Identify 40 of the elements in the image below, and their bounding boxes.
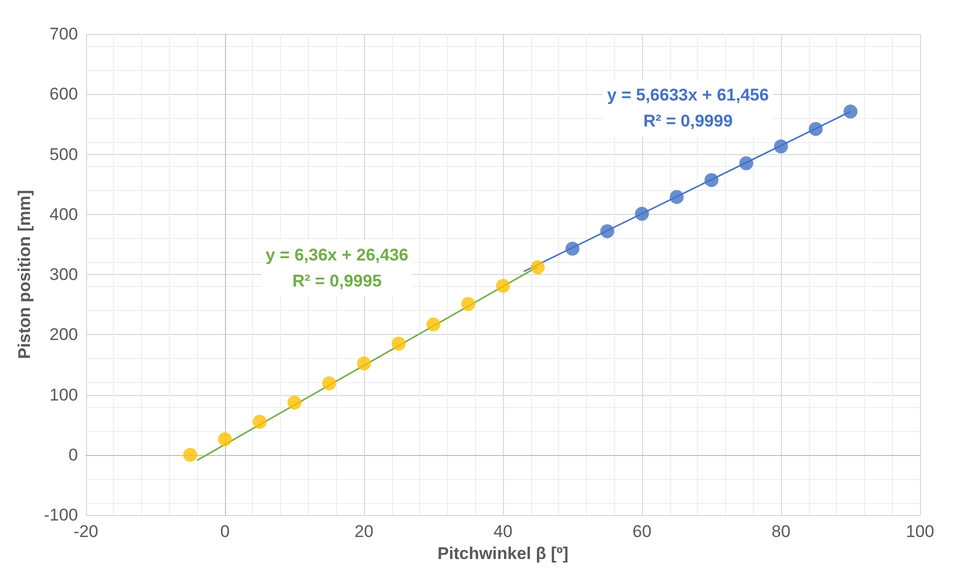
x-tick-label: 100 bbox=[906, 522, 934, 541]
point bbox=[670, 190, 684, 204]
y-tick-label: 200 bbox=[50, 325, 78, 344]
point bbox=[634, 206, 649, 221]
x-tick-label: 40 bbox=[494, 522, 512, 541]
point bbox=[704, 173, 718, 188]
annotation: y = 5,6633x + 61,456 R² = 0,9999 bbox=[607, 86, 769, 130]
y-tick-label: -100 bbox=[44, 506, 78, 524]
point bbox=[287, 396, 302, 410]
y-tick-label: 500 bbox=[50, 144, 78, 164]
point bbox=[322, 376, 336, 390]
y-tick-label: 700 bbox=[50, 24, 78, 44]
point bbox=[252, 414, 267, 429]
x-tick-label: -20 bbox=[74, 522, 98, 541]
y-tick-label: 100 bbox=[50, 385, 78, 404]
x-axis-title: Pitchwinkel β [º] bbox=[438, 544, 568, 563]
point bbox=[218, 432, 232, 446]
y-tick-label: 600 bbox=[50, 84, 78, 104]
point bbox=[844, 104, 858, 119]
point bbox=[461, 296, 476, 311]
point bbox=[565, 242, 580, 256]
point bbox=[774, 139, 788, 154]
point bbox=[356, 356, 371, 370]
point bbox=[426, 317, 440, 332]
point bbox=[496, 278, 510, 293]
point bbox=[600, 224, 614, 238]
y-tick-label: 0 bbox=[68, 445, 78, 464]
point bbox=[739, 156, 754, 170]
annotation: y = 6,36x + 26,436 R² = 0,9995 bbox=[266, 246, 408, 290]
x-tick-label: 0 bbox=[220, 522, 230, 541]
x-tick-label: 20 bbox=[354, 522, 374, 541]
y-axis-title: Piston position [mm] bbox=[15, 190, 34, 360]
y-tick-label: 400 bbox=[50, 204, 78, 224]
point bbox=[530, 260, 545, 274]
y-tick-label: 300 bbox=[50, 265, 78, 284]
point bbox=[183, 448, 198, 462]
x-tick-label: 60 bbox=[632, 522, 652, 541]
point bbox=[808, 122, 823, 136]
point bbox=[392, 336, 406, 351]
x-tick-label: 80 bbox=[772, 522, 790, 541]
